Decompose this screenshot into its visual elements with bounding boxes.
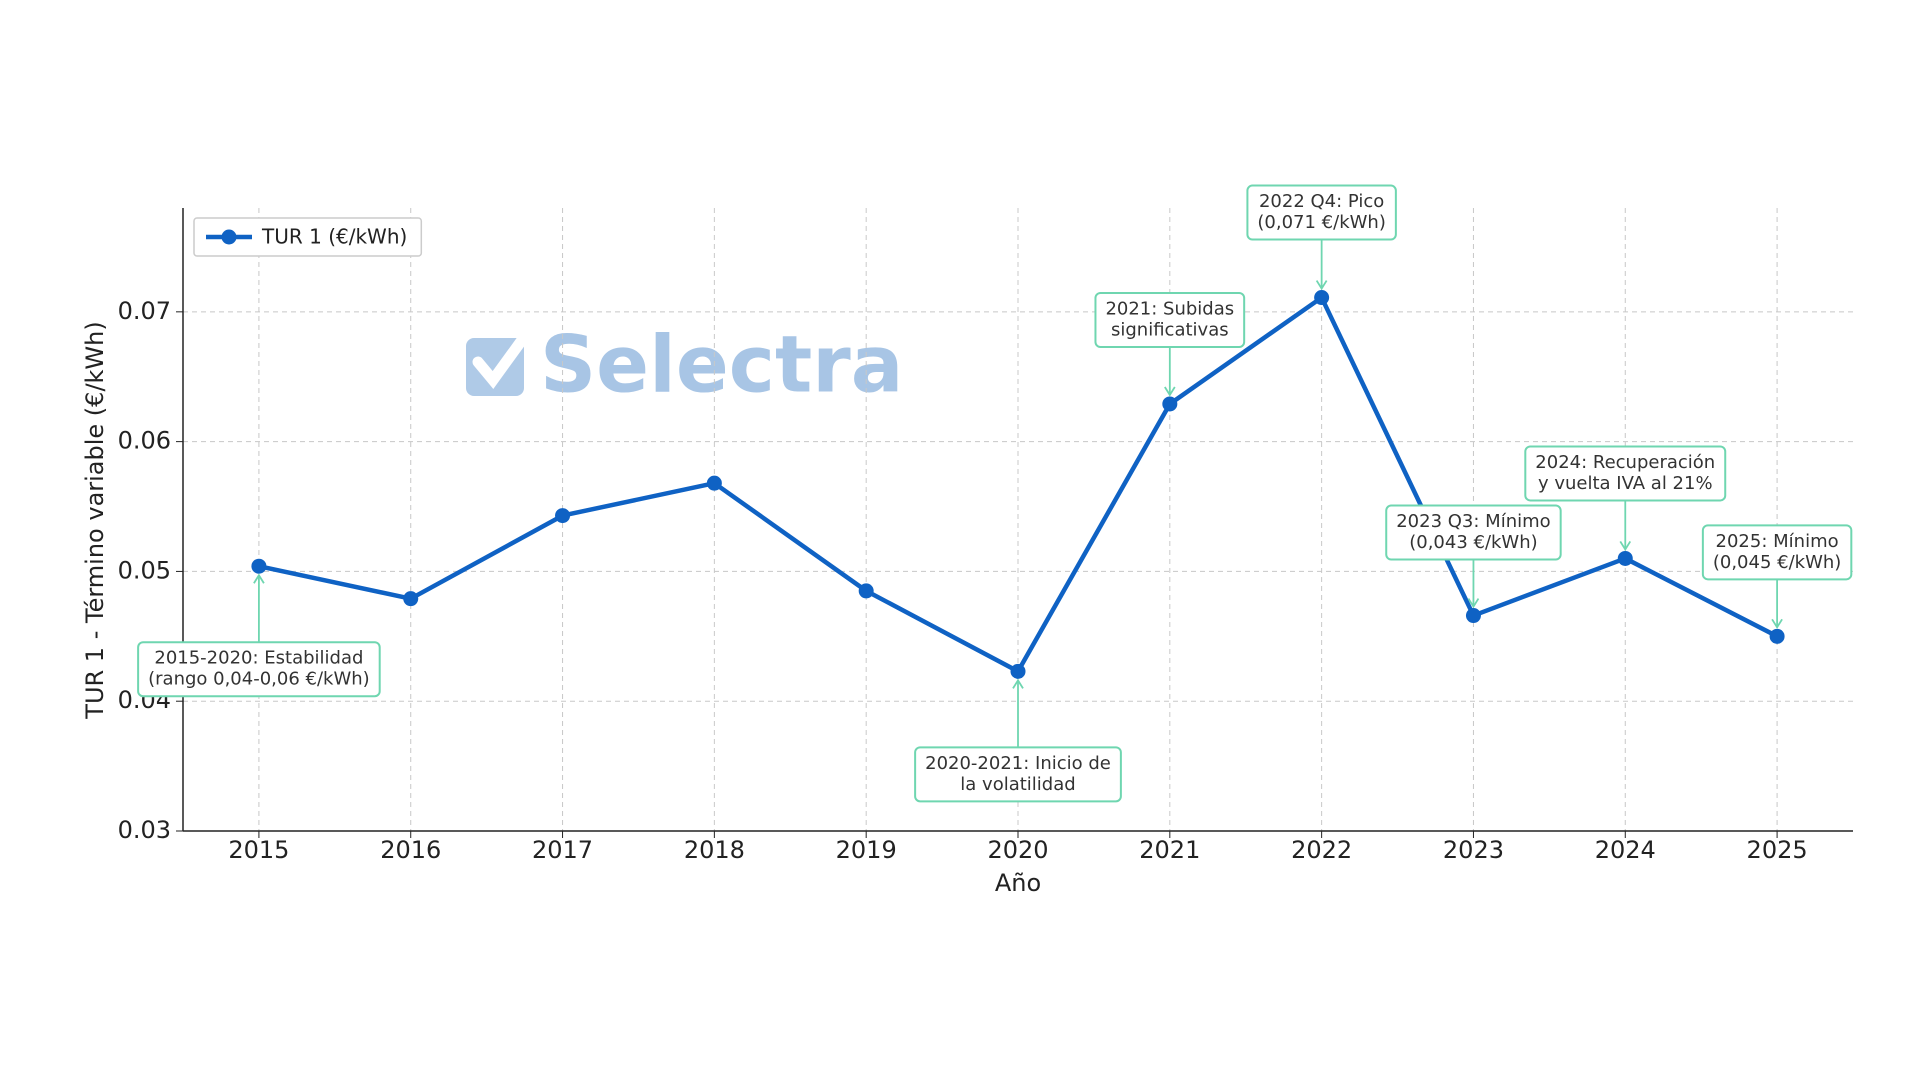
y-axis-label: TUR 1 - Término variable (€/kWh)	[81, 321, 109, 719]
x-tick-label: 2021	[1139, 836, 1200, 864]
annotation-arrowhead	[1771, 618, 1783, 630]
point	[706, 475, 722, 491]
x-tick-label: 2019	[836, 836, 897, 864]
annotation-arrowhead	[1619, 540, 1632, 552]
x-tick-label: 2015	[228, 836, 289, 864]
x-tick-label: 2022	[1291, 836, 1352, 864]
annotation-text: la volatilidad	[960, 774, 1075, 795]
annotation-text: 2021: Subidas	[1105, 298, 1234, 319]
point	[1314, 290, 1330, 306]
annotation: 2025: Mínimo(0,045 €/kWh)	[1701, 524, 1853, 581]
legend-box	[193, 217, 423, 257]
point	[1162, 396, 1178, 412]
x-tick-label: 2024	[1595, 836, 1656, 864]
x-tick-label: 2017	[532, 836, 593, 864]
annotation-text: 2023 Q3: Mínimo	[1396, 511, 1550, 532]
point	[1617, 550, 1633, 566]
annotation-arrowhead	[1315, 280, 1328, 291]
y-tick-label: 0.07	[118, 297, 171, 325]
annotation: 2015-2020: Estabilidad(rango 0,04-0,06 €…	[137, 641, 381, 698]
legend-label: TUR 1 (€/kWh)	[261, 225, 407, 249]
x-tick-label: 2023	[1443, 836, 1504, 864]
annotation: 2022 Q4: Pico(0,071 €/kWh)	[1246, 184, 1397, 241]
x-tick-label: 2020	[987, 836, 1048, 864]
legend: TUR 1 (€/kWh)	[193, 217, 423, 257]
annotation-arrowhead	[1164, 386, 1176, 397]
x-tick-label: 2025	[1747, 836, 1808, 864]
annotation-text: y vuelta IVA al 21%	[1538, 473, 1713, 494]
annotation-text: (0,043 €/kWh)	[1409, 532, 1537, 553]
point	[1769, 628, 1785, 644]
annotation-text: 2022 Q4: Pico	[1259, 191, 1384, 212]
x-tick-label: 2018	[684, 836, 745, 864]
annotation-text: (rango 0,04-0,06 €/kWh)	[148, 669, 370, 690]
annotation-text: 2015-2020: Estabilidad	[154, 648, 363, 669]
y-tick-label: 0.05	[118, 556, 171, 584]
annotation-text: 2025: Mínimo	[1716, 531, 1839, 552]
annotation-arrowhead	[253, 573, 265, 584]
annotation-text: (0,045 €/kWh)	[1713, 552, 1841, 573]
point	[555, 508, 571, 524]
point	[1465, 608, 1481, 624]
point	[858, 583, 874, 599]
point	[251, 558, 267, 574]
point	[1010, 663, 1026, 679]
legend-marker	[221, 229, 237, 245]
annotation-text: significativas	[1111, 319, 1229, 340]
watermark: Selectra	[540, 320, 903, 410]
annotation-arrowhead	[1012, 678, 1024, 689]
x-tick-label: 2016	[380, 836, 441, 864]
point	[403, 591, 419, 607]
annotation-text: 2020-2021: Inicio de	[925, 753, 1111, 774]
annotation: 2023 Q3: Mínimo(0,043 €/kWh)	[1385, 504, 1562, 561]
annotation-arrowhead	[1467, 598, 1480, 609]
x-axis-label: Año	[995, 869, 1041, 897]
y-tick-label: 0.06	[118, 427, 171, 455]
annotation-text: 2024: Recuperación	[1535, 452, 1715, 473]
watermark-logo	[466, 334, 528, 396]
annotation-text: (0,071 €/kWh)	[1257, 212, 1385, 233]
y-tick-label: 0.03	[118, 816, 171, 844]
